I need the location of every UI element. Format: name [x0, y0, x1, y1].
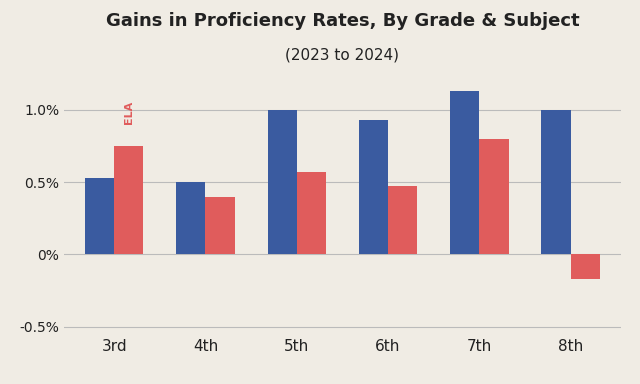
Text: Gains in Proficiency Rates, By Grade & Subject: Gains in Proficiency Rates, By Grade & S…: [106, 12, 579, 30]
Text: ELA: ELA: [124, 101, 134, 124]
Text: Math: Math: [95, 200, 104, 232]
Bar: [388, 186, 417, 255]
Bar: [450, 91, 479, 255]
Bar: [359, 120, 388, 255]
Bar: [205, 197, 235, 255]
Bar: [85, 178, 114, 255]
Bar: [479, 139, 509, 255]
Bar: [268, 110, 297, 255]
Bar: [176, 182, 205, 255]
Bar: [114, 146, 143, 255]
Text: (2023 to 2024): (2023 to 2024): [285, 48, 399, 63]
Bar: [297, 172, 326, 255]
Bar: [571, 255, 600, 279]
Bar: [541, 110, 571, 255]
